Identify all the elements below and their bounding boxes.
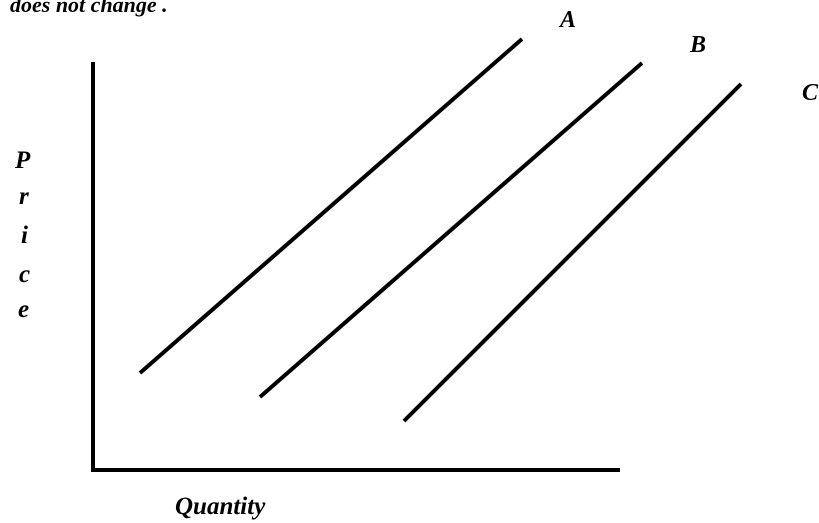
y-axis-label-letter: P <box>14 147 31 174</box>
curve-a-label: A <box>558 7 576 33</box>
y-axis-label-letter: c <box>19 261 30 288</box>
y-axis-label-letter: e <box>18 296 29 323</box>
curve-b-label: B <box>689 32 706 58</box>
x-axis-label: Quantity <box>175 493 266 520</box>
curve-c <box>402 82 743 423</box>
curve-a <box>138 37 524 375</box>
curve-b <box>258 61 644 399</box>
curve-c-label: C <box>802 80 819 106</box>
header-text-fragment: does not change . <box>10 0 168 17</box>
y-axis-label-letter: i <box>21 222 28 249</box>
y-axis-label-letter: r <box>19 183 29 210</box>
